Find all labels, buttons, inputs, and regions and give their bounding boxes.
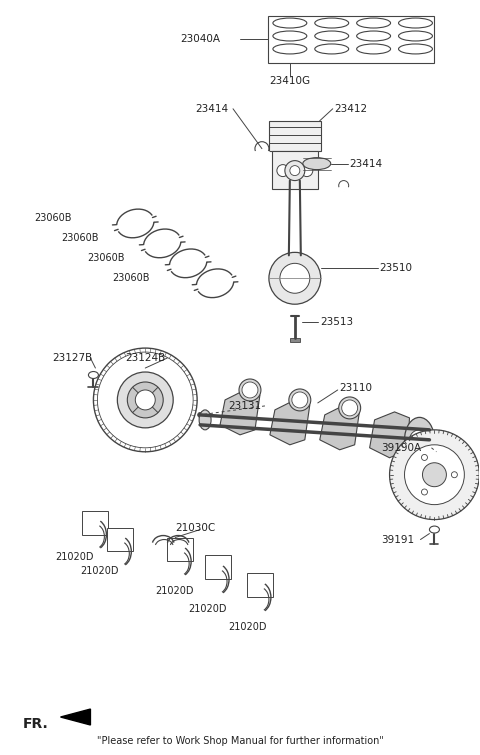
- Text: 23513: 23513: [320, 317, 353, 327]
- Text: 23414: 23414: [350, 159, 383, 168]
- Circle shape: [290, 165, 300, 176]
- Text: 23510: 23510: [380, 263, 413, 273]
- Circle shape: [135, 390, 155, 410]
- Text: 23060B: 23060B: [87, 254, 125, 263]
- Text: 21020D: 21020D: [56, 553, 94, 562]
- Polygon shape: [167, 538, 193, 562]
- Circle shape: [292, 392, 308, 408]
- Ellipse shape: [339, 397, 360, 419]
- Circle shape: [277, 165, 289, 177]
- Circle shape: [451, 472, 457, 478]
- Ellipse shape: [430, 526, 439, 533]
- Text: 23060B: 23060B: [112, 273, 150, 283]
- Circle shape: [280, 263, 310, 293]
- Polygon shape: [247, 574, 273, 597]
- Text: 23060B: 23060B: [35, 214, 72, 223]
- Polygon shape: [270, 400, 310, 445]
- Polygon shape: [83, 510, 108, 535]
- Polygon shape: [205, 556, 231, 579]
- Circle shape: [301, 165, 313, 177]
- Ellipse shape: [289, 389, 311, 411]
- Text: 23124B: 23124B: [125, 353, 166, 363]
- Text: 21030C: 21030C: [175, 522, 216, 532]
- Polygon shape: [320, 405, 360, 450]
- Circle shape: [409, 430, 430, 450]
- Text: 39190A: 39190A: [382, 442, 422, 453]
- Text: 23414: 23414: [195, 103, 228, 114]
- Text: 23040A: 23040A: [180, 34, 220, 44]
- Circle shape: [285, 161, 305, 180]
- Circle shape: [117, 372, 173, 428]
- Text: 39191: 39191: [382, 535, 415, 544]
- Text: 23131: 23131: [228, 401, 261, 411]
- Circle shape: [390, 430, 480, 519]
- Circle shape: [127, 382, 163, 418]
- Ellipse shape: [303, 158, 331, 170]
- Circle shape: [242, 382, 258, 398]
- Circle shape: [422, 463, 446, 487]
- Polygon shape: [108, 528, 133, 551]
- Circle shape: [421, 455, 428, 461]
- Bar: [269, 121, 321, 151]
- Text: 21020D: 21020D: [188, 604, 227, 615]
- Ellipse shape: [405, 418, 434, 462]
- Circle shape: [405, 445, 464, 504]
- Ellipse shape: [199, 410, 211, 430]
- Text: "Please refer to Work Shop Manual for further information": "Please refer to Work Shop Manual for fu…: [96, 736, 384, 746]
- Polygon shape: [370, 412, 409, 458]
- Bar: [268, 16, 434, 63]
- Text: 23127B: 23127B: [52, 353, 93, 363]
- Circle shape: [269, 252, 321, 304]
- Text: 21020D: 21020D: [228, 622, 266, 632]
- Text: 23110: 23110: [340, 383, 372, 393]
- Bar: [272, 151, 318, 189]
- Ellipse shape: [239, 379, 261, 401]
- Polygon shape: [60, 709, 90, 725]
- Text: 21020D: 21020D: [81, 566, 119, 576]
- Text: FR.: FR.: [23, 717, 48, 731]
- Bar: [290, 338, 300, 342]
- Circle shape: [198, 412, 203, 418]
- Text: 23410G: 23410G: [269, 76, 311, 86]
- Ellipse shape: [88, 371, 98, 378]
- Text: 23412: 23412: [335, 103, 368, 114]
- Text: 23060B: 23060B: [61, 233, 99, 243]
- Circle shape: [421, 489, 428, 495]
- Polygon shape: [220, 390, 260, 435]
- Circle shape: [342, 400, 358, 416]
- Text: 21020D: 21020D: [155, 587, 194, 596]
